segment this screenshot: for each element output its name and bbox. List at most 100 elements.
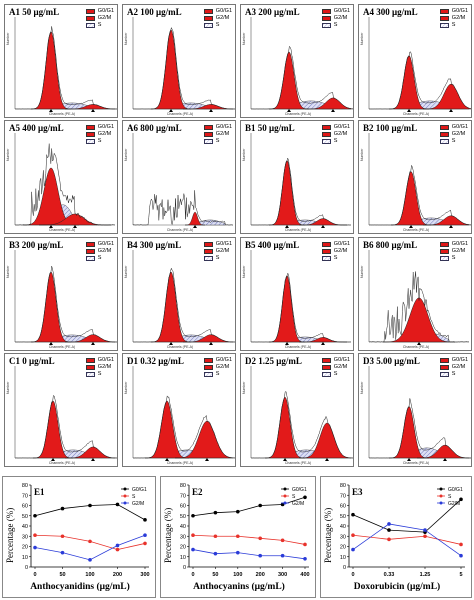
legend-label: G2/M bbox=[215, 364, 230, 370]
histogram-xlabel: Channels (PE-A) bbox=[166, 112, 194, 116]
data-point bbox=[191, 533, 195, 538]
raw-data-trace bbox=[250, 272, 352, 343]
data-point bbox=[258, 503, 262, 508]
legend-swatch bbox=[321, 16, 331, 21]
legend-label: G2/M bbox=[333, 248, 348, 254]
legend-label: G2/M bbox=[333, 131, 348, 137]
histogram-panel: B4 300 μg/mL G0/G1 G2/M S Number Channels (PE… bbox=[122, 237, 236, 351]
data-point bbox=[459, 497, 463, 502]
data-point bbox=[387, 528, 391, 532]
legend-swatch bbox=[203, 372, 213, 377]
y-tick-label: 20 bbox=[340, 545, 346, 551]
legend-swatch bbox=[85, 242, 95, 247]
legend-swatch bbox=[203, 256, 213, 261]
legend-label: G0/G1 bbox=[132, 487, 147, 493]
data-point bbox=[236, 550, 240, 555]
data-point bbox=[236, 534, 240, 539]
x-tick-label: 50 bbox=[59, 572, 65, 578]
histogram-legend: G0/G1 G2/M S bbox=[85, 124, 114, 145]
line-chart-e3: 0 10 20 30 40 50 60 70 80 0 0.33 1.25 5 E3 G0/G1 S G2/M D… bbox=[320, 476, 472, 598]
x-tick-label: 1.25 bbox=[420, 572, 431, 578]
data-point bbox=[351, 533, 355, 538]
legend-swatch bbox=[321, 125, 331, 130]
y-tick-label: 40 bbox=[22, 524, 28, 530]
histogram-legend: G0/G1 G2/M S bbox=[203, 124, 232, 145]
histogram-xlabel: Channels (PE-A) bbox=[284, 112, 312, 116]
raw-data-trace bbox=[132, 26, 234, 110]
histogram-legend: G0/G1 G2/M S bbox=[203, 241, 232, 262]
histogram-plot bbox=[250, 366, 353, 461]
x-tick-label: 0 bbox=[33, 572, 36, 578]
histogram-plot bbox=[368, 17, 471, 112]
legend-swatch bbox=[85, 365, 95, 370]
y-tick-label: 70 bbox=[180, 493, 186, 499]
legend-label: G0/G1 bbox=[333, 241, 350, 247]
legend-swatch bbox=[203, 358, 213, 363]
data-point bbox=[351, 547, 355, 552]
data-point bbox=[191, 547, 195, 552]
histogram-ylabel: Number bbox=[242, 148, 246, 161]
y-tick-label: 80 bbox=[180, 483, 186, 489]
data-point bbox=[387, 537, 391, 542]
phase-peak bbox=[390, 171, 432, 226]
histogram-xlabel: Channels (PE-A) bbox=[284, 461, 312, 465]
histogram-legend: G0/G1 G2/M S bbox=[439, 241, 468, 262]
histogram-xlabel: Channels (PE-A) bbox=[402, 112, 430, 116]
y-tick-label: 80 bbox=[340, 483, 346, 489]
phase-peak bbox=[382, 297, 456, 343]
legend-label: G2/M bbox=[132, 501, 144, 507]
data-point bbox=[280, 538, 285, 543]
legend-label: S bbox=[451, 22, 456, 28]
data-point bbox=[213, 510, 218, 515]
histogram-ylabel: Number bbox=[124, 265, 128, 278]
raw-data-trace bbox=[132, 267, 234, 343]
legend-label: S bbox=[333, 255, 338, 261]
panel-title: B2 100 μg/mL bbox=[363, 123, 418, 133]
legend-label: G0/G1 bbox=[451, 8, 468, 14]
phase-peak bbox=[388, 55, 430, 110]
data-point bbox=[303, 542, 307, 547]
histogram-legend: G0/G1 G2/M S bbox=[321, 8, 350, 29]
legend-swatch bbox=[439, 242, 449, 247]
legend-label: G0/G1 bbox=[451, 241, 468, 247]
histogram-panel: A6 800 μg/mL G0/G1 G2/M S Number Channels (PE… bbox=[122, 120, 236, 234]
histogram-plot bbox=[250, 17, 353, 112]
histogram-legend: G0/G1 G2/M S bbox=[85, 357, 114, 378]
x-axis-label: Doxorubicin (μg/mL) bbox=[353, 582, 441, 592]
x-tick-label: 50 bbox=[212, 572, 218, 578]
legend-label: S bbox=[132, 494, 136, 500]
y-tick-label: 20 bbox=[180, 545, 186, 551]
legend-swatch bbox=[85, 372, 95, 377]
legend-swatch bbox=[321, 23, 331, 28]
legend-swatch bbox=[321, 139, 331, 144]
panel-title: B1 50 μg/mL bbox=[245, 123, 295, 133]
legend-label: S bbox=[292, 494, 296, 500]
histogram-xlabel: Channels (PE-A) bbox=[402, 228, 430, 232]
raw-data-trace bbox=[250, 391, 352, 459]
histogram-panel: D1 0.32 μg/mL G0/G1 G2/M S Number Channels (P… bbox=[122, 353, 236, 467]
legend-marker bbox=[439, 494, 443, 498]
legend-label: G0/G1 bbox=[292, 487, 307, 493]
histogram-legend: G0/G1 G2/M S bbox=[203, 357, 232, 378]
legend-swatch bbox=[321, 249, 331, 254]
histogram-legend: G0/G1 G2/M S bbox=[321, 357, 350, 378]
histogram-legend: G0/G1 G2/M S bbox=[203, 8, 232, 29]
data-point bbox=[115, 502, 120, 507]
data-point bbox=[258, 536, 262, 541]
legend-swatch bbox=[321, 372, 331, 377]
legend-swatch bbox=[85, 125, 95, 130]
legend-label: S bbox=[333, 138, 338, 144]
x-tick-label: 300 bbox=[278, 572, 287, 578]
histogram-panel: B2 100 μg/mL G0/G1 G2/M S Number Channels (PE… bbox=[358, 120, 472, 234]
legend-marker bbox=[283, 501, 287, 505]
histogram-ylabel: Number bbox=[242, 32, 246, 45]
legend-swatch bbox=[439, 23, 449, 28]
phase-peak bbox=[268, 160, 306, 226]
legend-swatch bbox=[203, 16, 213, 21]
legend-swatch bbox=[85, 358, 95, 363]
legend-swatch bbox=[439, 125, 449, 130]
x-axis-label: Anthocyanidins (μg/mL) bbox=[30, 582, 130, 592]
legend-swatch bbox=[439, 16, 449, 21]
legend-label: G2/M bbox=[215, 248, 230, 254]
